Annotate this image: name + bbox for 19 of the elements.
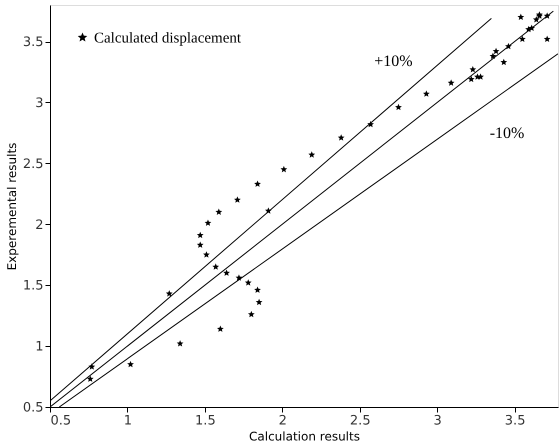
y-tick-label: 0.5 [22,400,44,416]
y-axis-title: Experemental results [4,142,19,270]
x-tick-label: 2.5 [350,414,371,428]
y-tick-label: 3.5 [22,35,44,50]
x-tick-label: 1.5 [195,414,216,428]
annotation: -10% [490,125,524,142]
y-tick-label: 2 [35,218,44,233]
x-axis-title: Calculation results [249,430,360,444]
x-tick-label: 3 [434,414,442,428]
x-tick-label: 2 [278,414,287,428]
y-tick-label: 1.5 [22,278,44,294]
y-tick-label: 1 [35,340,44,355]
y-tick-label: 3 [35,96,44,111]
x-tick-label: 0.5 [50,414,72,428]
annotation: +10% [374,53,413,70]
x-tick-label: 1 [124,414,132,428]
legend-label: Calculated displacement [94,30,242,46]
x-tick-label: 3.5 [504,414,526,428]
y-tick-label: 2.5 [22,156,44,172]
